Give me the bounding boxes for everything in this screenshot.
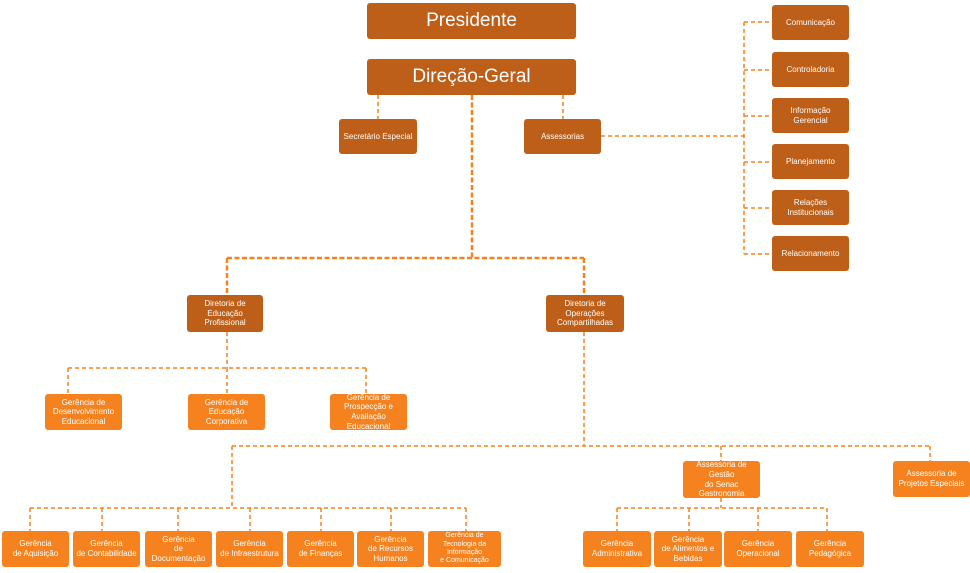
node-presidente[interactable]: Presidente bbox=[367, 3, 576, 39]
node-ger-infraestrutura[interactable]: Gerência de Infraestrutura bbox=[216, 531, 283, 567]
node-ger-financas[interactable]: Gerência de Finanças bbox=[287, 531, 354, 567]
node-assessoria-gastronomia[interactable]: Assessoria de Gestão do Senac Gastronomi… bbox=[683, 460, 760, 498]
node-ger-educacao-corporativa[interactable]: Gerência de Educação Corporativa bbox=[188, 394, 265, 430]
node-controladoria[interactable]: Controladoria bbox=[772, 52, 849, 87]
node-ger-contabilidade[interactable]: Gerência de Contabilidade bbox=[73, 531, 140, 567]
node-ger-pedagogica[interactable]: Gerência Pedagógica bbox=[796, 531, 864, 567]
node-ger-recursos-humanos[interactable]: Gerência de Recursos Humanos bbox=[357, 531, 424, 567]
node-ger-prospeccao[interactable]: Gerência de Prospecção e Avaliação Educa… bbox=[330, 393, 407, 431]
node-ger-tecnologia[interactable]: Gerência de Tecnologia da Informação e C… bbox=[428, 531, 501, 567]
node-relacionamento[interactable]: Relacionamento bbox=[772, 236, 849, 271]
node-direcao-geral[interactable]: Direção-Geral bbox=[367, 59, 576, 95]
node-ger-administrativa[interactable]: Gerência Administrativa bbox=[583, 531, 651, 567]
node-diretoria-operacoes[interactable]: Diretoria de Operações Compartilhadas bbox=[546, 295, 624, 332]
node-ger-operacional[interactable]: Gerência Operacional bbox=[724, 531, 792, 567]
node-assessoria-projetos[interactable]: Assessoria de Projetos Especiais bbox=[893, 461, 970, 497]
connector-gerencias-operacoes bbox=[29, 446, 467, 531]
node-ger-desenvolvimento[interactable]: Gerência de Desenvolvimento Educacional bbox=[45, 394, 122, 430]
node-planejamento[interactable]: Planejamento bbox=[772, 144, 849, 179]
node-ger-documentacao[interactable]: Gerência de Documentação bbox=[145, 531, 212, 567]
connector-educacao-gerencias bbox=[67, 332, 367, 394]
node-comunicacao[interactable]: Comunicação bbox=[772, 5, 849, 40]
node-diretoria-educacao[interactable]: Diretoria de Educação Profissional bbox=[187, 295, 263, 332]
node-ger-aquisicao[interactable]: Gerência de Aquisição bbox=[2, 531, 69, 567]
node-relacoes-institucionais[interactable]: Relações Institucionais bbox=[772, 190, 849, 225]
node-secretario-especial[interactable]: Secretário Especial bbox=[339, 119, 417, 154]
node-ger-alimentos[interactable]: Gerência de Alimentos e Bebidas bbox=[654, 531, 722, 567]
node-informacao-gerencial[interactable]: Informação Gerencial bbox=[772, 98, 849, 133]
node-assessorias[interactable]: Assessorias bbox=[524, 119, 601, 154]
connector-gastronomia-gerencias bbox=[616, 498, 828, 531]
